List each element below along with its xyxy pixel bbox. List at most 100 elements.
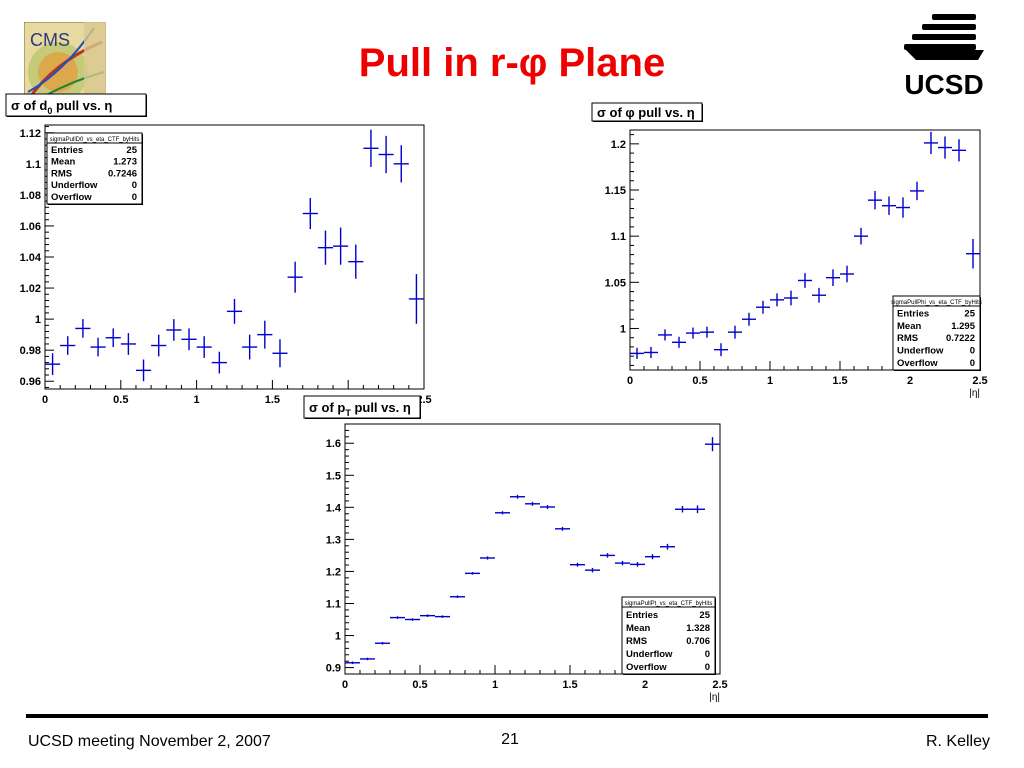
stats-box: sigmaPullD0_vs_eta_CTF_byHits Entries 25 Me… (46, 132, 143, 205)
stats-label: Mean (897, 321, 921, 332)
data-point (60, 336, 76, 355)
data-point (770, 293, 784, 307)
data-point (910, 181, 924, 201)
data-point (728, 325, 742, 339)
data-point (151, 334, 167, 357)
x-tick-label: 1 (194, 394, 200, 406)
x-tick-label: 1 (767, 375, 773, 387)
x-tick-label: 2.5 (972, 375, 987, 387)
data-point (242, 334, 258, 360)
page-number: 21 (501, 731, 519, 748)
data-point (675, 506, 690, 513)
stats-value: 0.7222 (946, 333, 975, 344)
y-tick-label: 1.4 (326, 502, 342, 514)
data-point (714, 343, 728, 357)
stats-label: Overflow (626, 662, 667, 673)
stats-box: sigmaPullPt_vs_eta_CTF_byHits Entries 25 Me… (621, 596, 716, 675)
stats-value: 25 (126, 145, 137, 156)
data-point (226, 298, 243, 324)
data-point (196, 336, 212, 358)
ucsd-logo-text: UCSD (904, 69, 983, 100)
plot-title: σ of pT pull vs. η (309, 400, 411, 418)
y-tick-label: 1.15 (605, 185, 626, 197)
data-point (378, 135, 394, 174)
data-point (672, 336, 686, 348)
stats-value: 25 (964, 308, 975, 319)
plot-d0-pull: σ of d0 pull vs. η00.511.522.50.960.9811… (5, 93, 432, 406)
data-point (375, 641, 390, 645)
data-point (784, 290, 798, 306)
y-tick-label: 1 (35, 314, 41, 326)
data-point (826, 269, 840, 286)
plot-frame (344, 423, 721, 675)
x-tick-label: 1 (492, 679, 498, 691)
data-point (705, 437, 720, 452)
stats-value: 25 (699, 610, 710, 621)
data-point (644, 346, 658, 358)
data-point (630, 562, 645, 567)
stats-label: Overflow (51, 192, 92, 203)
data-point (302, 197, 318, 230)
data-point (756, 300, 770, 314)
plot-title-box: σ of d0 pull vs. η (5, 93, 147, 117)
slide-title: Pull in r-φ Plane (358, 41, 666, 85)
stats-value: 1.328 (686, 623, 710, 634)
stats-value: 1.295 (951, 321, 975, 332)
footer-author: R. Kelley (925, 733, 990, 750)
data-point (348, 244, 364, 279)
data-point (585, 567, 600, 573)
data-point (645, 554, 660, 560)
x-tick-label: 1.5 (265, 394, 280, 406)
y-tick-label: 1.1 (326, 598, 341, 610)
x-tick-label: 0 (342, 679, 348, 691)
data-point (75, 319, 91, 338)
data-point (540, 505, 555, 509)
data-point (924, 131, 938, 154)
stats-histogram-name: sigmaPullPt_vs_eta_CTF_byHits (625, 601, 713, 607)
stats-label: RMS (626, 636, 647, 647)
x-tick-label: 0 (627, 375, 633, 387)
data-point (854, 227, 868, 245)
x-tick-label: 1.5 (562, 679, 577, 691)
y-tick-label: 1.5 (326, 470, 341, 482)
data-point (555, 526, 570, 531)
x-tick-label: 0.5 (113, 394, 128, 406)
data-point (405, 618, 420, 621)
data-point (420, 614, 435, 617)
y-tick-label: 1.06 (20, 221, 41, 233)
stats-value: 0 (705, 649, 710, 660)
data-point (257, 320, 273, 349)
x-tick-label: 0.5 (692, 375, 707, 387)
x-tick-label: 2.5 (712, 679, 727, 691)
stats-value: 1.273 (113, 157, 137, 168)
data-point (896, 197, 910, 218)
data-point (882, 196, 896, 215)
y-tick-label: 1.2 (326, 566, 341, 578)
stats-value: 0.7246 (108, 168, 137, 179)
data-point (660, 543, 675, 550)
x-axis-label: |η| (969, 388, 980, 399)
stats-label: Overflow (897, 358, 938, 369)
data-point (868, 190, 882, 210)
data-point (966, 238, 980, 269)
stats-histogram-name: sigmaPullD0_vs_eta_CTF_byHits (50, 137, 140, 143)
data-point (317, 230, 334, 265)
y-tick-label: 1.3 (326, 534, 341, 546)
y-tick-label: 1.1 (611, 231, 626, 243)
plot-title: σ of φ pull vs. η (597, 105, 695, 120)
cms-logo-text: CMS (30, 30, 70, 50)
x-tick-label: 2 (907, 375, 913, 387)
data-point (938, 136, 952, 159)
y-tick-label: 0.96 (20, 376, 41, 388)
data-point (690, 505, 705, 514)
y-tick-label: 1.02 (20, 283, 41, 295)
data-point (480, 556, 495, 560)
cms-logo: CMS (24, 22, 106, 104)
plot-phi-pull: σ of φ pull vs. η 0 0.5 1 1.5 2 2.5|η| 1 1.05 1.1… (591, 102, 988, 399)
ucsd-logo: UCSD (904, 14, 984, 100)
data-point (345, 661, 360, 665)
data-point (658, 329, 672, 341)
data-point (450, 595, 465, 599)
y-tick-label: 1.12 (20, 128, 41, 140)
data-point (600, 553, 615, 558)
